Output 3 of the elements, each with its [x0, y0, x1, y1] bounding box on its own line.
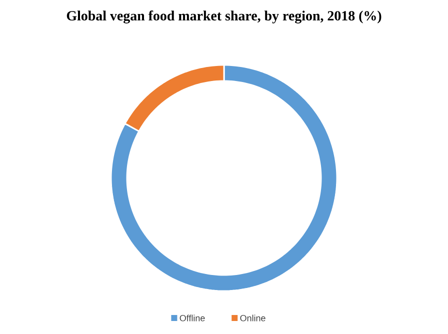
chart-title: Global vegan food market share, by region, 2018 (%) — [66, 10, 382, 24]
legend-label: Online — [240, 314, 266, 322]
legend-label: Offline — [180, 314, 205, 322]
